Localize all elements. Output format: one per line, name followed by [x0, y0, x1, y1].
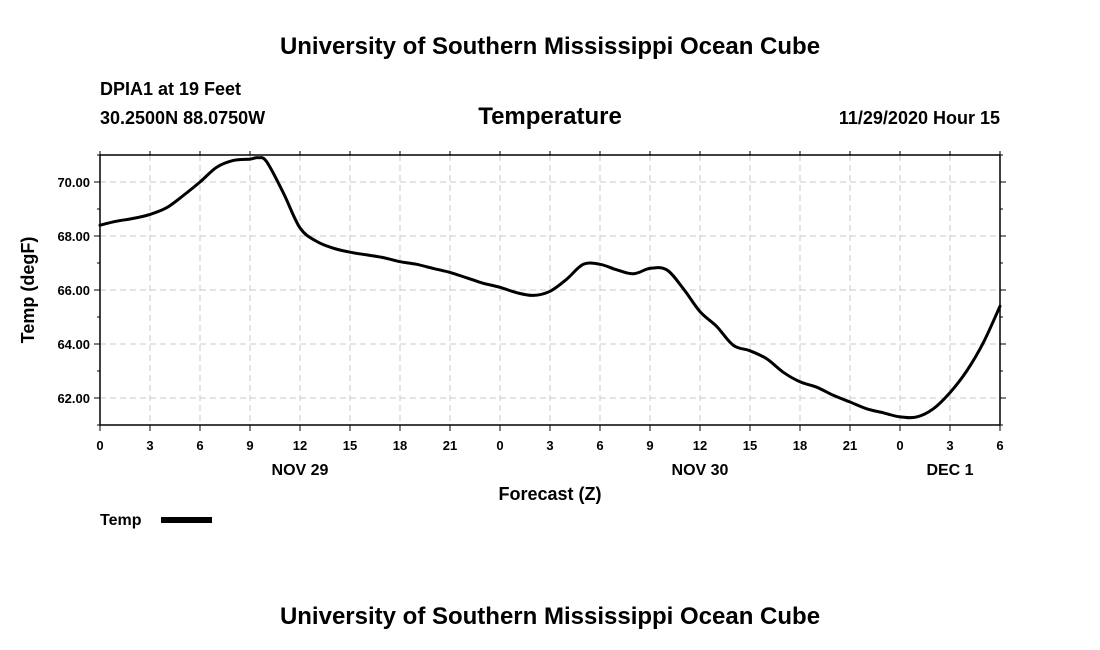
x-tick-label: 3: [546, 438, 553, 453]
y-tick-label: 62.00: [57, 391, 90, 406]
x-axis-title: Forecast (Z): [498, 484, 601, 504]
x-tick-labels: 0 3 6 9 12 15 18 21 0 3 6 9 12 15 18 21 0 3 6: [96, 438, 1003, 453]
x-tick-label: 9: [246, 438, 253, 453]
grid-lines: [100, 155, 1000, 425]
legend-label: Temp: [100, 512, 142, 529]
y-tick-label: 68.00: [57, 229, 90, 244]
x-tick-label: 18: [793, 438, 807, 453]
x-tick-label: 6: [996, 438, 1003, 453]
x-axis-ticks: [99, 151, 1001, 431]
y-tick-label: 64.00: [57, 337, 90, 352]
day-label: DEC 1: [926, 462, 973, 479]
y-tick-label: 66.00: [57, 283, 90, 298]
main-title: University of Southern Mississippi Ocean…: [280, 33, 820, 60]
station-label: DPIA1 at 19 Feet: [100, 79, 241, 99]
x-tick-label: 3: [146, 438, 153, 453]
y-axis-ticks: [94, 154, 1006, 426]
x-tick-label: 15: [343, 438, 357, 453]
x-tick-label: 9: [646, 438, 653, 453]
x-tick-label: 18: [393, 438, 407, 453]
x-tick-label: 12: [293, 438, 307, 453]
forecast-datetime: 11/29/2020 Hour 15: [839, 108, 1000, 128]
day-label: NOV 29: [272, 462, 329, 479]
chart-title: Temperature: [478, 103, 622, 130]
x-tick-label: 0: [896, 438, 903, 453]
footer-title: University of Southern Mississippi Ocean…: [280, 603, 820, 630]
x-tick-label: 21: [843, 438, 857, 453]
station-coords: 30.2500N 88.0750W: [100, 108, 265, 128]
y-tick-labels: 62.00 64.00 66.00 68.00 70.00: [57, 175, 90, 406]
x-tick-label: 15: [743, 438, 757, 453]
x-tick-label: 3: [946, 438, 953, 453]
y-axis-title: Temp (degF): [18, 237, 38, 344]
day-labels: NOV 29 NOV 30 DEC 1: [272, 462, 974, 479]
x-tick-label: 12: [693, 438, 707, 453]
day-label: NOV 30: [672, 462, 729, 479]
temp-series-line: [98, 156, 1002, 420]
y-tick-label: 70.00: [57, 175, 90, 190]
x-tick-label: 21: [443, 438, 457, 453]
x-tick-label: 0: [96, 438, 103, 453]
x-tick-label: 6: [596, 438, 603, 453]
x-tick-label: 0: [496, 438, 503, 453]
x-tick-label: 6: [196, 438, 203, 453]
